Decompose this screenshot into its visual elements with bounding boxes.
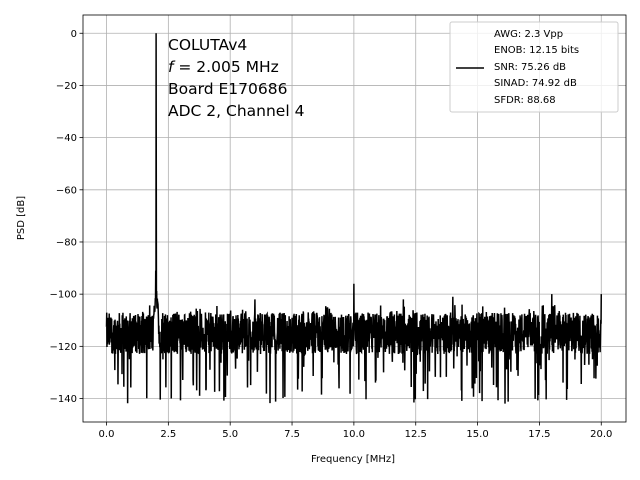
frequency-value: = 2.005 MHz bbox=[173, 58, 278, 76]
legend: AWG: 2.3 Vpp ENOB: 12.15 bits SNR: 75.26… bbox=[449, 21, 619, 113]
axes-frame bbox=[82, 14, 627, 423]
annotation-board: Board E170686 bbox=[168, 80, 287, 98]
annotation-block: COLUTAv4 f = 2.005 MHz Board E170686 ADC… bbox=[168, 36, 304, 120]
y-tick-label: −60 bbox=[56, 185, 77, 196]
x-tick-label: 15.0 bbox=[466, 429, 488, 440]
legend-entry-snr: SNR: 75.26 dB bbox=[494, 62, 566, 73]
psd-series-line bbox=[105, 33, 603, 404]
x-tick-label: 0.0 bbox=[99, 429, 115, 440]
x-axis-label: Frequency [MHz] bbox=[311, 454, 395, 465]
annotation-frequency: f = 2.005 MHz bbox=[168, 58, 279, 76]
legend-entry-sfdr: SFDR: 88.68 bbox=[494, 95, 556, 106]
y-axis-label: PSD [dB] bbox=[16, 196, 27, 240]
y-tick-label: −40 bbox=[56, 133, 77, 144]
legend-box bbox=[449, 21, 619, 113]
legend-entry-sinad: SINAD: 74.92 dB bbox=[494, 78, 577, 89]
plot-area bbox=[105, 33, 603, 404]
frequency-symbol: f bbox=[168, 58, 176, 76]
legend-entry-awg: AWG: 2.3 Vpp bbox=[494, 29, 563, 40]
annotation-device: COLUTAv4 bbox=[168, 36, 247, 54]
x-tick-label: 2.5 bbox=[160, 429, 176, 440]
axis-ticks: 0.0 2.5 5.0 7.5 10.0 12.5 15.0 17.5 20.0 0 −20 −40 −… bbox=[50, 29, 613, 440]
x-tick-label: 17.5 bbox=[528, 429, 550, 440]
legend-entry-enob: ENOB: 12.15 bits bbox=[494, 45, 579, 56]
y-tick-label: −80 bbox=[56, 237, 77, 248]
y-tick-label: −120 bbox=[50, 342, 77, 353]
x-tick-label: 12.5 bbox=[405, 429, 427, 440]
x-tick-label: 5.0 bbox=[222, 429, 238, 440]
y-tick-label: −100 bbox=[50, 290, 77, 301]
annotation-adc-channel: ADC 2, Channel 4 bbox=[168, 102, 304, 120]
x-tick-label: 7.5 bbox=[284, 429, 300, 440]
x-tick-label: 20.0 bbox=[590, 429, 612, 440]
y-tick-label: −140 bbox=[50, 394, 77, 405]
y-tick-label: −20 bbox=[56, 81, 77, 92]
x-tick-label: 10.0 bbox=[343, 429, 365, 440]
y-tick-label: 0 bbox=[71, 29, 77, 40]
